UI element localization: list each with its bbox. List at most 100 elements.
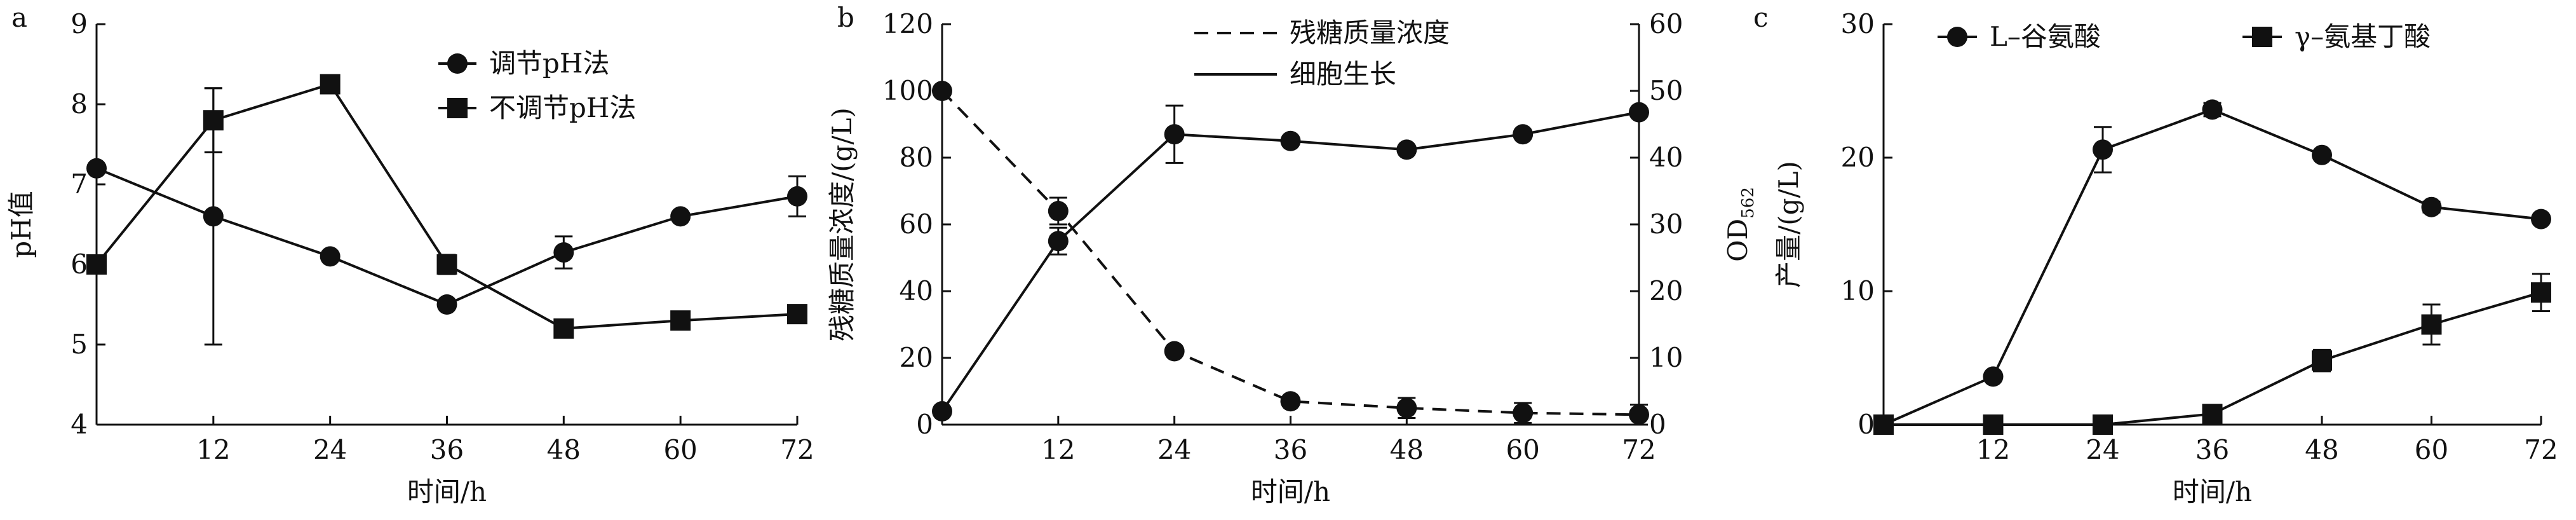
y-axis-title: 残糖质量浓度/(g/L) bbox=[826, 107, 858, 341]
y-tick-label: 20 bbox=[1841, 142, 1875, 173]
y-axis-right-title-sub: 562 bbox=[1739, 187, 1758, 219]
data-point bbox=[2421, 196, 2442, 217]
data-point bbox=[932, 81, 952, 101]
x-tick-label: 24 bbox=[2086, 434, 2119, 465]
y-tick-label: 30 bbox=[1841, 8, 1875, 39]
data-point bbox=[436, 254, 457, 275]
data-point bbox=[86, 158, 107, 179]
data-point bbox=[1280, 391, 1301, 412]
x-tick-label: 60 bbox=[2415, 434, 2448, 465]
y-tick-label: 20 bbox=[900, 342, 933, 373]
data-point bbox=[932, 401, 952, 421]
x-tick-label: 36 bbox=[430, 434, 464, 465]
y-axis-title: 产量/(g/L) bbox=[1773, 161, 1804, 288]
y-tick-label: 8 bbox=[71, 88, 88, 120]
x-tick-label: 60 bbox=[663, 434, 697, 465]
y-right-tick-label: 10 bbox=[1649, 342, 1683, 373]
series-0 bbox=[932, 81, 1649, 426]
data-point bbox=[553, 242, 574, 263]
data-point bbox=[787, 186, 807, 207]
x-tick-label: 36 bbox=[1274, 434, 1307, 465]
series-line bbox=[1883, 108, 2542, 426]
data-point bbox=[1048, 201, 1069, 221]
legend-item: L–谷氨酸 bbox=[1938, 21, 2101, 52]
data-point bbox=[1164, 124, 1185, 145]
data-point bbox=[2093, 414, 2113, 435]
data-point bbox=[1396, 397, 1417, 418]
data-point bbox=[2202, 404, 2223, 425]
legend-label: 不调节pH法 bbox=[489, 92, 637, 123]
data-point bbox=[320, 246, 341, 267]
data-point bbox=[1048, 231, 1069, 252]
data-point bbox=[787, 304, 807, 325]
y-tick-label: 6 bbox=[71, 249, 88, 280]
x-tick-label: 60 bbox=[1506, 434, 1539, 465]
x-tick-label: 12 bbox=[196, 434, 230, 465]
data-point bbox=[1164, 341, 1185, 362]
legend-marker bbox=[447, 53, 468, 74]
legend-label: γ–氨基丁酸 bbox=[2295, 21, 2431, 52]
data-point bbox=[553, 318, 574, 339]
y-right-tick-label: 0 bbox=[1649, 409, 1666, 440]
data-point bbox=[203, 206, 224, 227]
x-tick-label: 72 bbox=[780, 434, 814, 465]
data-point bbox=[2202, 99, 2223, 120]
legend-item: 不调节pH法 bbox=[438, 92, 637, 123]
y-tick-label: 60 bbox=[900, 209, 933, 240]
x-tick-label: 12 bbox=[1041, 434, 1075, 465]
x-tick-label: 72 bbox=[2524, 434, 2558, 465]
x-tick-label: 12 bbox=[1976, 434, 2010, 465]
legend-marker bbox=[2252, 27, 2272, 47]
data-point bbox=[1983, 414, 2004, 435]
series-line bbox=[96, 167, 798, 306]
legend-label: 残糖质量浓度 bbox=[1290, 17, 1450, 48]
y-tick-label: 0 bbox=[916, 409, 933, 440]
x-tick-label: 48 bbox=[1390, 434, 1424, 465]
y-tick-label: 100 bbox=[882, 75, 933, 106]
y-axis-right-title: OD562 bbox=[1722, 187, 1758, 262]
data-point bbox=[2312, 350, 2332, 371]
y-right-tick-label: 30 bbox=[1649, 209, 1683, 240]
legend-marker bbox=[447, 98, 468, 118]
y-tick-label: 7 bbox=[71, 168, 88, 200]
chart-panel-c: c 0 10 20 30 12 24 36 48 60 72 时间/h 产量/(g/L) L–谷氨酸 γ–氨… bbox=[1753, 2, 2558, 507]
data-point bbox=[1873, 414, 1894, 435]
series-0 bbox=[1873, 99, 2551, 435]
y-tick-label: 9 bbox=[71, 8, 88, 39]
data-point bbox=[2093, 139, 2113, 160]
series-line bbox=[95, 83, 798, 330]
y-tick-label: 10 bbox=[1841, 275, 1875, 306]
y-tick-label: 0 bbox=[1858, 409, 1875, 440]
panel-label: c bbox=[1753, 2, 1769, 33]
legend-label: 细胞生长 bbox=[1290, 58, 1396, 90]
x-tick-label: 72 bbox=[1622, 434, 1656, 465]
legend-marker bbox=[1947, 27, 1967, 47]
y-right-tick-label: 60 bbox=[1649, 8, 1683, 39]
y-right-tick-label: 50 bbox=[1649, 75, 1683, 106]
data-point bbox=[2421, 314, 2442, 335]
data-point bbox=[1513, 402, 1534, 423]
x-tick-label: 48 bbox=[547, 434, 581, 465]
legend-label: 调节pH法 bbox=[489, 48, 610, 79]
x-tick-label: 48 bbox=[2305, 434, 2338, 465]
data-point bbox=[670, 310, 691, 331]
data-point bbox=[1280, 130, 1301, 151]
legend-label: L–谷氨酸 bbox=[1990, 21, 2101, 52]
y-axis-title: pH值 bbox=[6, 191, 37, 258]
data-point bbox=[1629, 404, 1649, 425]
data-point bbox=[2531, 282, 2551, 303]
data-point bbox=[2312, 144, 2332, 165]
panel-label: a bbox=[11, 2, 27, 33]
data-point bbox=[1396, 139, 1417, 160]
chart-panel-b: b 0 20 40 60 80 100 120 0 10 20 30 40 50 60 12 24 36 48 60 7… bbox=[826, 2, 1758, 507]
data-point bbox=[1629, 102, 1649, 123]
y-tick-label: 80 bbox=[900, 142, 933, 173]
series-line bbox=[941, 111, 1640, 413]
data-point bbox=[203, 110, 224, 131]
series-1 bbox=[86, 74, 807, 339]
y-tick-label: 120 bbox=[882, 8, 933, 39]
series-0 bbox=[86, 87, 807, 346]
series-1 bbox=[1873, 273, 2551, 435]
